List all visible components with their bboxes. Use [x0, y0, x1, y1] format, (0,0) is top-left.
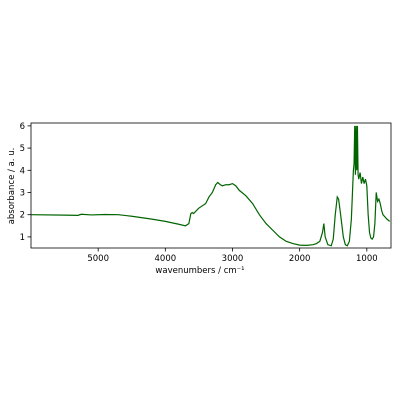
- y-tick-label: 5: [20, 144, 25, 154]
- x-tick-label: 5000: [87, 254, 109, 264]
- y-axis-label: absorbance / a. u.: [7, 148, 17, 225]
- y-tick-label: 6: [20, 122, 25, 132]
- x-tick-label: 4000: [155, 254, 177, 264]
- spectrum-line: [31, 125, 391, 247]
- x-tick-label: 2000: [289, 254, 311, 264]
- y-tick-label: 1: [20, 233, 25, 243]
- y-tick-label: 2: [20, 211, 25, 221]
- y-tick-label: 4: [20, 166, 25, 176]
- x-tick-label: 1000: [356, 254, 378, 264]
- x-tick-label: 3000: [222, 254, 244, 264]
- y-tick-label: 3: [20, 188, 25, 198]
- x-axis-label: wavenumbers / cm⁻¹: [155, 266, 244, 276]
- plot-frame: [30, 122, 392, 249]
